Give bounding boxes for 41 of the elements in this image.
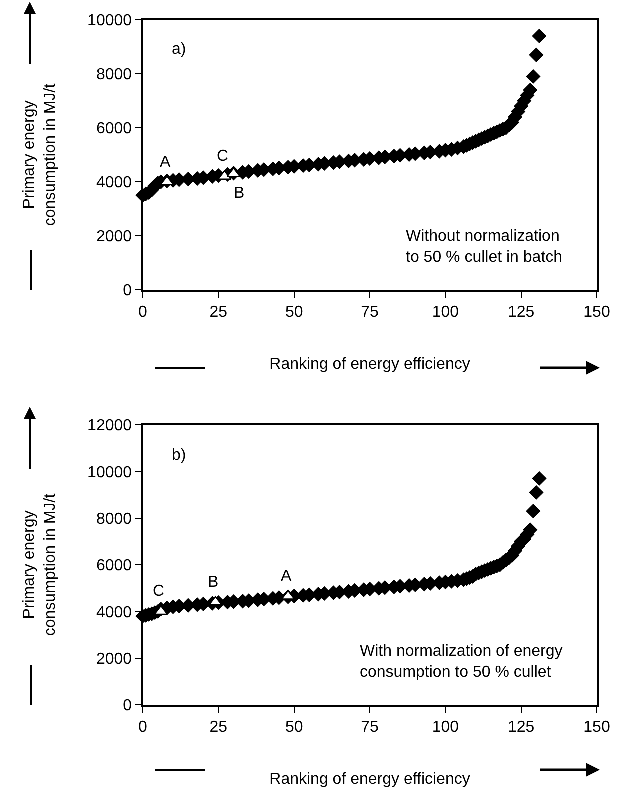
x-tick-label: 75 — [361, 304, 379, 321]
y-tick-label: 10000 — [88, 464, 132, 482]
annotation: B — [234, 185, 245, 202]
annotation: B — [208, 574, 219, 591]
x-tick-label: 125 — [508, 718, 535, 736]
annotation: C — [153, 583, 165, 600]
x-tick-label: 50 — [285, 718, 304, 736]
x-tick-label: 100 — [432, 304, 460, 321]
y-tick-label: 8000 — [96, 510, 132, 528]
y-tick-label: 0 — [123, 698, 132, 715]
x-tick-label: 150 — [584, 304, 610, 321]
annotation: C — [217, 148, 229, 165]
y-tick-label: 6000 — [96, 558, 132, 575]
y-tick-label: 2000 — [96, 650, 132, 668]
y-tick-label: 10000 — [88, 12, 132, 30]
y-tick-label: 0 — [123, 282, 132, 300]
y-tick-label: 8000 — [96, 66, 132, 84]
y-tick-label: 6000 — [96, 120, 132, 138]
x-tick-label: 25 — [210, 304, 228, 321]
y-tick-label: 4000 — [96, 174, 132, 192]
x-tick-label: 75 — [361, 718, 379, 736]
y-axis-title: Primary energy consumption in MJ/t — [21, 493, 59, 636]
x-tick-label: 150 — [584, 718, 610, 736]
annotation: a) — [172, 41, 186, 58]
x-axis-title: Ranking of energy efficiency — [270, 356, 470, 374]
x-tick-label: 0 — [138, 304, 148, 321]
annotation: With normalization of energy consumption to 50 % cullet — [360, 643, 563, 681]
y-axis-title: Primary energy consumption in MJ/t — [21, 83, 59, 226]
y-tick-label: 2000 — [96, 228, 132, 246]
annotation: b) — [172, 447, 186, 464]
x-tick-label: 0 — [138, 718, 148, 736]
x-tick-label: 25 — [210, 718, 228, 736]
x-axis-title: Ranking of energy efficiency — [270, 771, 470, 788]
x-tick-label: 100 — [432, 718, 460, 736]
x-tick-label: 50 — [285, 304, 304, 321]
x-tick-label: 125 — [508, 304, 535, 321]
annotation: Without normalization to 50 % cullet in batch — [406, 228, 563, 266]
annotation: A — [160, 154, 171, 171]
y-tick-label: 4000 — [96, 604, 132, 622]
annotation: A — [281, 568, 292, 585]
y-tick-label: 12000 — [88, 418, 132, 435]
